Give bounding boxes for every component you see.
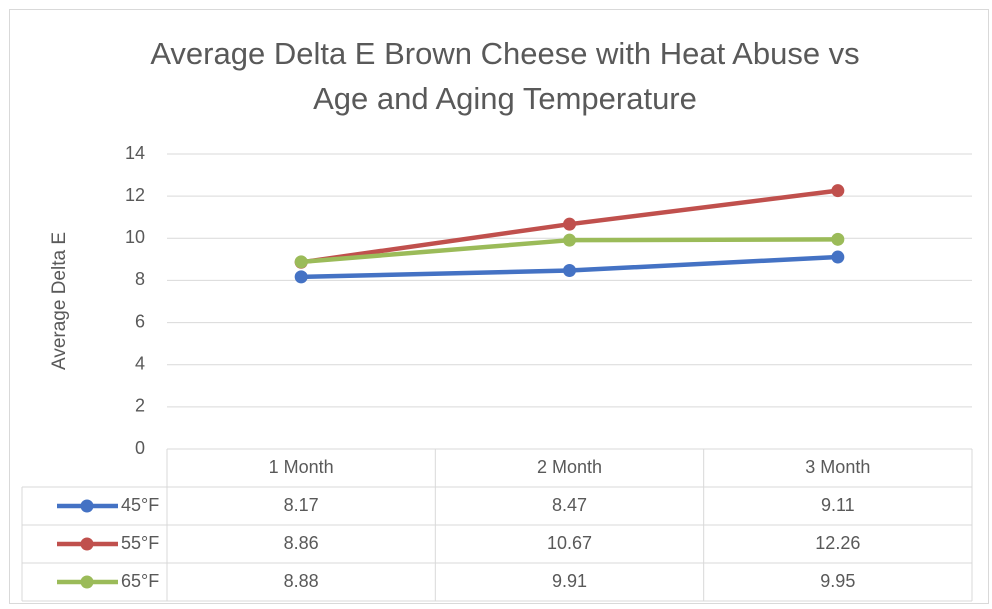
- table-value: 8.86: [284, 533, 319, 553]
- marker: [831, 184, 845, 198]
- y-axis-title: Average Delta E: [49, 232, 70, 370]
- marker: [563, 264, 576, 278]
- table-value: 10.67: [547, 533, 592, 553]
- y-tick-label: 10: [125, 227, 145, 247]
- legend-marker: [80, 537, 94, 551]
- legend-label: 65°F: [121, 571, 159, 591]
- table-value: 8.17: [284, 495, 319, 515]
- marker: [294, 255, 308, 269]
- x-tick-label: 3 Month: [805, 457, 870, 477]
- y-tick-label: 8: [135, 269, 145, 289]
- y-tick-label: 6: [135, 311, 145, 331]
- chart-title: Age and Aging Temperature: [313, 81, 697, 116]
- legend-label: 45°F: [121, 495, 159, 515]
- y-tick-label: 0: [135, 438, 145, 458]
- y-tick-label: 14: [125, 143, 145, 163]
- marker: [563, 217, 576, 231]
- table-value: 9.95: [820, 571, 855, 591]
- marker: [294, 270, 308, 284]
- legend-marker: [80, 499, 94, 513]
- marker: [831, 250, 845, 264]
- table-value: 8.88: [284, 571, 319, 591]
- chart-border: [9, 9, 989, 604]
- chart-title: Average Delta E Brown Cheese with Heat A…: [150, 36, 859, 71]
- table-value: 12.26: [815, 533, 860, 553]
- table-value: 8.47: [552, 495, 587, 515]
- x-tick-label: 1 Month: [269, 457, 334, 477]
- marker: [563, 233, 576, 247]
- y-tick-label: 12: [125, 185, 145, 205]
- x-tick-label: 2 Month: [537, 457, 602, 477]
- legend-marker: [80, 575, 94, 589]
- marker: [831, 232, 845, 246]
- table-value: 9.11: [821, 495, 855, 515]
- y-tick-label: 4: [135, 353, 145, 373]
- y-tick-label: 2: [135, 396, 145, 416]
- legend-label: 55°F: [121, 533, 159, 553]
- table-value: 9.91: [552, 571, 587, 591]
